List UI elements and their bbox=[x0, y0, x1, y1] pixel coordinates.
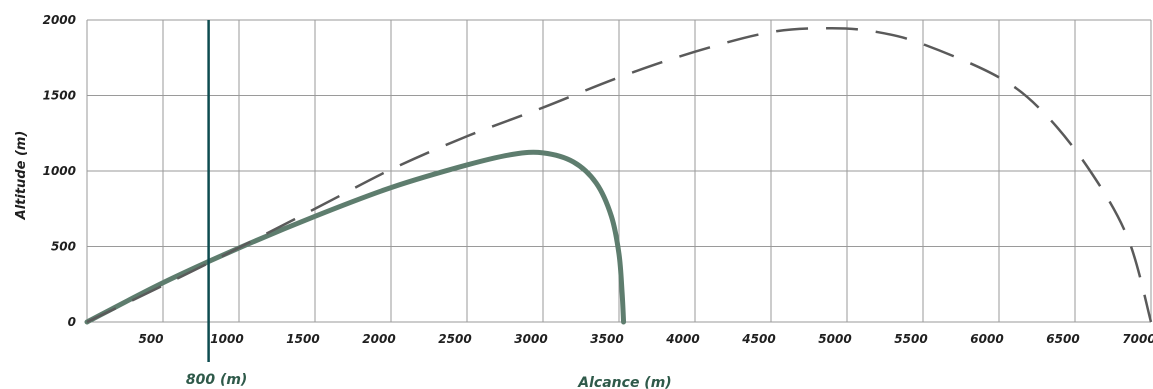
series-layer bbox=[84, 27, 1153, 325]
x-tick-label: 2500 bbox=[438, 332, 471, 346]
x-tick-label: 4500 bbox=[741, 332, 775, 346]
x-tick-label: 5000 bbox=[818, 332, 851, 346]
x-tick-label: 6500 bbox=[1046, 332, 1079, 346]
x-tick-label: 2000 bbox=[362, 332, 395, 346]
x-tick-label: 4000 bbox=[665, 332, 699, 346]
x-tick-label: 3500 bbox=[590, 332, 623, 346]
x-axis-title: Alcance (m) bbox=[577, 375, 671, 389]
x-tick-label: 500 bbox=[138, 332, 163, 346]
series-line-dashed bbox=[86, 27, 1153, 324]
x-tick-label: 1500 bbox=[286, 332, 319, 346]
x-tick-label: 5500 bbox=[894, 332, 927, 346]
x-tick-label: 3000 bbox=[514, 332, 547, 346]
y-tick-label: 0 bbox=[68, 315, 76, 329]
y-tick-label: 500 bbox=[51, 240, 76, 254]
x-tick-labels: 500 1000 1500 2000 2500 3000 3500 4000 4500 5000 5… bbox=[138, 332, 1153, 346]
y-axis-title: Altitude (m) bbox=[14, 131, 29, 221]
x-tick-label: 7000 bbox=[1122, 332, 1153, 346]
y-tick-label: 1500 bbox=[43, 89, 76, 103]
x-tick-label: 6000 bbox=[970, 332, 1003, 346]
marker-label: 800 (m) bbox=[186, 372, 247, 388]
y-tick-label: 2000 bbox=[43, 13, 76, 27]
y-tick-label: 1000 bbox=[43, 164, 76, 178]
y-tick-labels: 0 500 1000 1500 2000 bbox=[43, 13, 76, 329]
grid bbox=[86, 19, 1152, 323]
x-tick-label: 1000 bbox=[210, 332, 243, 346]
